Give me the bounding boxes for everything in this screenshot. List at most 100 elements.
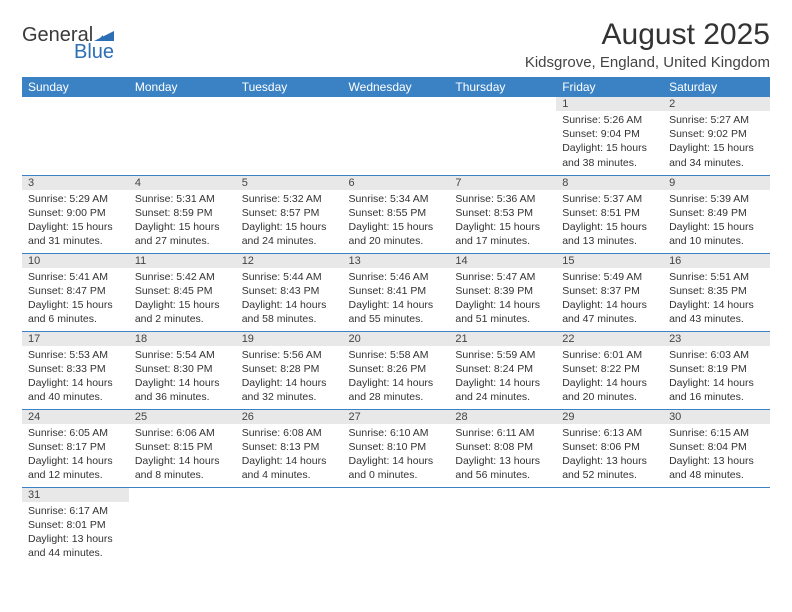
day-cell: 3Sunrise: 5:29 AMSunset: 9:00 PMDaylight… (22, 175, 129, 253)
day-cell: .. (556, 487, 663, 565)
day-number: 2 (663, 97, 770, 111)
daylight-text: Daylight: 15 hours and 38 minutes. (562, 141, 657, 169)
sunrise-text: Sunrise: 5:41 AM (28, 270, 123, 284)
dayname-wednesday: Wednesday (343, 77, 450, 97)
day-cell: 15 Sunrise: 5:49 AMSunset: 8:37 PMDayligh… (556, 253, 663, 331)
sunrise-text: Sunrise: 6:06 AM (135, 426, 230, 440)
sunset-text: Sunset: 8:28 PM (242, 362, 337, 376)
dayname-sunday: Sunday (22, 77, 129, 97)
sunrise-text: Sunrise: 5:39 AM (669, 192, 764, 206)
day-number: 29 (556, 410, 663, 424)
logo-part2: Blue (74, 41, 114, 63)
daylight-text: Daylight: 14 hours and 24 minutes. (455, 376, 550, 404)
day-cell: 9Sunrise: 5:39 AMSunset: 8:49 PMDaylight… (663, 175, 770, 253)
day-data: Sunrise: 5:51 AMSunset: 8:35 PMDaylight:… (663, 268, 770, 331)
daylight-text: Daylight: 15 hours and 31 minutes. (28, 220, 123, 248)
sunset-text: Sunset: 8:06 PM (562, 440, 657, 454)
sunset-text: Sunset: 8:59 PM (135, 206, 230, 220)
day-cell: 27Sunrise: 6:10 AMSunset: 8:10 PMDayligh… (343, 409, 450, 487)
daylight-text: Daylight: 14 hours and 16 minutes. (669, 376, 764, 404)
sunrise-text: Sunrise: 5:36 AM (455, 192, 550, 206)
day-cell: 23Sunrise: 6:03 AMSunset: 8:19 PMDayligh… (663, 331, 770, 409)
sunrise-text: Sunrise: 5:59 AM (455, 348, 550, 362)
day-data: Sunrise: 6:13 AMSunset: 8:06 PMDaylight:… (556, 424, 663, 487)
daylight-text: Daylight: 14 hours and 36 minutes. (135, 376, 230, 404)
sunrise-text: Sunrise: 6:11 AM (455, 426, 550, 440)
daylight-text: Daylight: 13 hours and 48 minutes. (669, 454, 764, 482)
day-cell: .. (343, 487, 450, 565)
sunset-text: Sunset: 8:41 PM (349, 284, 444, 298)
sunrise-text: Sunrise: 5:58 AM (349, 348, 444, 362)
week-row: ..........1Sunrise: 5:26 AMSunset: 9:04 … (22, 97, 770, 175)
sunset-text: Sunset: 8:37 PM (562, 284, 657, 298)
day-number: 28 (449, 410, 556, 424)
sunrise-text: Sunrise: 5:26 AM (562, 113, 657, 127)
day-data: Sunrise: 5:42 AMSunset: 8:45 PMDaylight:… (129, 268, 236, 331)
day-number: 23 (663, 332, 770, 346)
daylight-text: Daylight: 15 hours and 17 minutes. (455, 220, 550, 248)
sunrise-text: Sunrise: 5:49 AM (562, 270, 657, 284)
week-row: 31Sunrise: 6:17 AMSunset: 8:01 PMDayligh… (22, 487, 770, 565)
week-row: 17Sunrise: 5:53 AMSunset: 8:33 PMDayligh… (22, 331, 770, 409)
day-data: Sunrise: 5:39 AMSunset: 8:49 PMDaylight:… (663, 190, 770, 253)
dayname-monday: Monday (129, 77, 236, 97)
daylight-text: Daylight: 14 hours and 4 minutes. (242, 454, 337, 482)
day-data: Sunrise: 5:29 AMSunset: 9:00 PMDaylight:… (22, 190, 129, 253)
day-cell: 28Sunrise: 6:11 AMSunset: 8:08 PMDayligh… (449, 409, 556, 487)
day-number: 1 (556, 97, 663, 111)
day-data: Sunrise: 5:59 AMSunset: 8:24 PMDaylight:… (449, 346, 556, 409)
sunset-text: Sunset: 8:01 PM (28, 518, 123, 532)
sunset-text: Sunset: 8:45 PM (135, 284, 230, 298)
daylight-text: Daylight: 14 hours and 47 minutes. (562, 298, 657, 326)
day-cell: 13Sunrise: 5:46 AMSunset: 8:41 PMDayligh… (343, 253, 450, 331)
sunset-text: Sunset: 8:57 PM (242, 206, 337, 220)
daylight-text: Daylight: 13 hours and 52 minutes. (562, 454, 657, 482)
day-cell: .. (236, 97, 343, 175)
sunset-text: Sunset: 8:26 PM (349, 362, 444, 376)
daylight-text: Daylight: 14 hours and 58 minutes. (242, 298, 337, 326)
header: General August 2025 Kidsgrove, England, … (22, 18, 770, 71)
daylight-text: Daylight: 15 hours and 24 minutes. (242, 220, 337, 248)
day-data: Sunrise: 5:26 AMSunset: 9:04 PMDaylight:… (556, 111, 663, 174)
day-cell: .. (129, 97, 236, 175)
day-number: 27 (343, 410, 450, 424)
day-data: Sunrise: 6:05 AMSunset: 8:17 PMDaylight:… (22, 424, 129, 487)
day-data: Sunrise: 5:31 AMSunset: 8:59 PMDaylight:… (129, 190, 236, 253)
sunset-text: Sunset: 8:33 PM (28, 362, 123, 376)
day-data: Sunrise: 6:15 AMSunset: 8:04 PMDaylight:… (663, 424, 770, 487)
day-cell: 8Sunrise: 5:37 AMSunset: 8:51 PMDaylight… (556, 175, 663, 253)
day-number: 13 (343, 254, 450, 268)
day-data: Sunrise: 5:41 AMSunset: 8:47 PMDaylight:… (22, 268, 129, 331)
daylight-text: Daylight: 15 hours and 13 minutes. (562, 220, 657, 248)
sunset-text: Sunset: 8:35 PM (669, 284, 764, 298)
sunrise-text: Sunrise: 5:51 AM (669, 270, 764, 284)
sunset-text: Sunset: 8:17 PM (28, 440, 123, 454)
day-data: Sunrise: 5:37 AMSunset: 8:51 PMDaylight:… (556, 190, 663, 253)
day-cell: .. (236, 487, 343, 565)
daylight-text: Daylight: 14 hours and 32 minutes. (242, 376, 337, 404)
day-number: 31 (22, 488, 129, 502)
sunset-text: Sunset: 8:04 PM (669, 440, 764, 454)
sunrise-text: Sunrise: 6:15 AM (669, 426, 764, 440)
sunset-text: Sunset: 8:13 PM (242, 440, 337, 454)
day-data: Sunrise: 6:17 AMSunset: 8:01 PMDaylight:… (22, 502, 129, 565)
day-data: Sunrise: 5:56 AMSunset: 8:28 PMDaylight:… (236, 346, 343, 409)
day-cell: 29Sunrise: 6:13 AMSunset: 8:06 PMDayligh… (556, 409, 663, 487)
daylight-text: Daylight: 14 hours and 40 minutes. (28, 376, 123, 404)
day-cell: 11Sunrise: 5:42 AMSunset: 8:45 PMDayligh… (129, 253, 236, 331)
sunset-text: Sunset: 8:49 PM (669, 206, 764, 220)
day-cell: .. (449, 97, 556, 175)
day-data: Sunrise: 5:58 AMSunset: 8:26 PMDaylight:… (343, 346, 450, 409)
sunset-text: Sunset: 8:22 PM (562, 362, 657, 376)
day-cell: 20Sunrise: 5:58 AMSunset: 8:26 PMDayligh… (343, 331, 450, 409)
day-number: 30 (663, 410, 770, 424)
sunset-text: Sunset: 8:19 PM (669, 362, 764, 376)
day-cell: 24Sunrise: 6:05 AMSunset: 8:17 PMDayligh… (22, 409, 129, 487)
sunset-text: Sunset: 8:51 PM (562, 206, 657, 220)
sunset-text: Sunset: 8:24 PM (455, 362, 550, 376)
daylight-text: Daylight: 13 hours and 56 minutes. (455, 454, 550, 482)
week-row: 10Sunrise: 5:41 AMSunset: 8:47 PMDayligh… (22, 253, 770, 331)
day-number: 14 (449, 254, 556, 268)
day-number: 15 (556, 254, 663, 268)
day-cell: 10Sunrise: 5:41 AMSunset: 8:47 PMDayligh… (22, 253, 129, 331)
